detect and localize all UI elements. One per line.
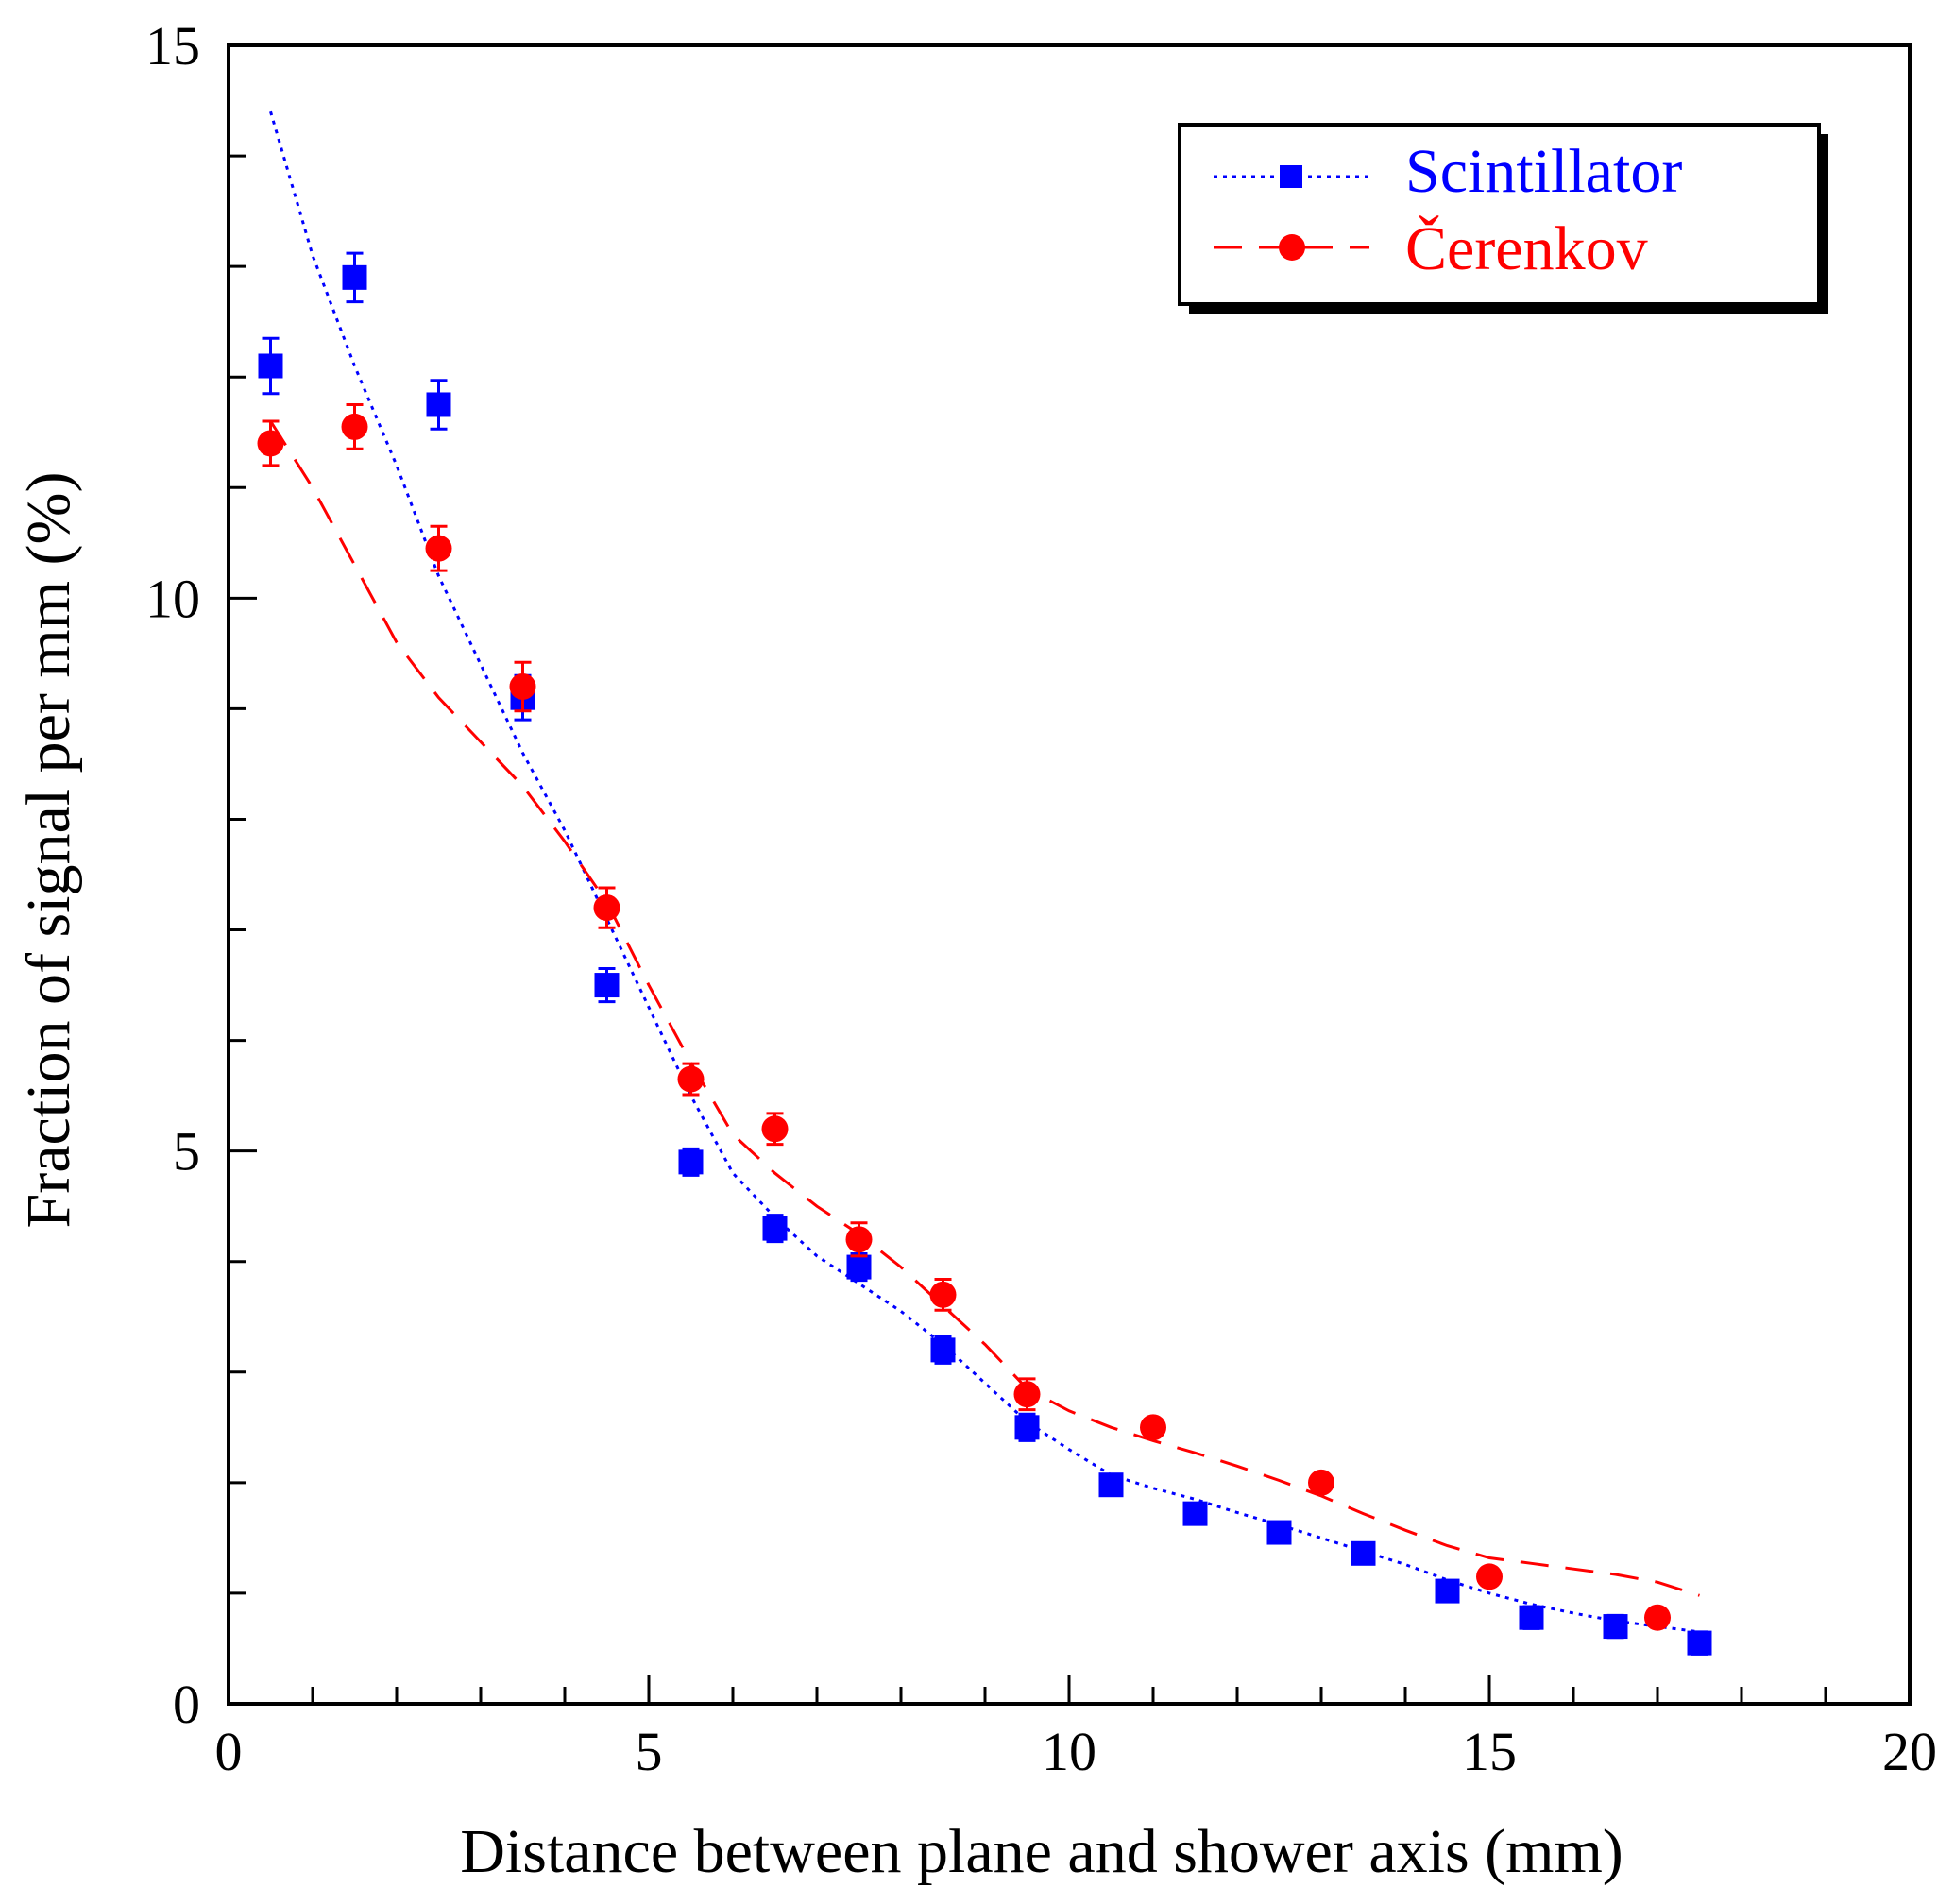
series-scintillator (258, 110, 1712, 1656)
scintillator-point (1603, 1614, 1628, 1640)
legend: Scintillator Čerenkov (1178, 123, 1828, 314)
scintillator-point (1098, 1472, 1124, 1498)
y-axis-title: Fraction of signal per mm (%) (14, 472, 83, 1229)
cerenkov-fit-line (269, 420, 1700, 1597)
legend-item-scintillator: Scintillator (1214, 137, 1682, 206)
legend-item-cerenkov: Čerenkov (1214, 214, 1648, 283)
cerenkov-point (1013, 1381, 1041, 1408)
scintillator-point (1266, 1520, 1292, 1545)
plot-area (257, 110, 1712, 1656)
scintillator-point (846, 1254, 872, 1280)
scintillator-point (1519, 1605, 1544, 1630)
cerenkov-point (341, 413, 368, 440)
cerenkov-point (425, 535, 452, 562)
legend-scintillator-label: Scintillator (1405, 137, 1682, 206)
scintillator-point (342, 264, 367, 290)
legend-box (1178, 123, 1821, 306)
cerenkov-point (929, 1281, 957, 1308)
cerenkov-point (1476, 1563, 1503, 1590)
scintillator-point (594, 973, 620, 998)
cerenkov-point (845, 1226, 873, 1253)
legend-scintillator-marker (1280, 165, 1302, 188)
x-tick-label: 5 (636, 1721, 663, 1782)
cerenkov-point (593, 894, 620, 922)
scintillator-point (1435, 1578, 1460, 1604)
x-tick-label: 20 (1882, 1721, 1937, 1782)
y-tick-label: 15 (145, 15, 200, 76)
scintillator-fit-line (269, 110, 1700, 1634)
cerenkov-point (1140, 1414, 1166, 1441)
scintillator-point (1014, 1415, 1040, 1440)
cerenkov-point (761, 1115, 789, 1143)
scintillator-point (1351, 1540, 1376, 1566)
cerenkov-point (509, 672, 536, 700)
scintillator-point (258, 353, 283, 379)
series-cerenkov (257, 402, 1700, 1631)
scintillator-point (762, 1216, 788, 1241)
cerenkov-point (1644, 1604, 1671, 1631)
cerenkov-point (257, 430, 284, 457)
x-axis-title: Distance between plane and shower axis (… (460, 1817, 1624, 1886)
x-tick-label: 15 (1462, 1721, 1517, 1782)
scintillator-point (930, 1337, 956, 1363)
y-tick-label: 10 (145, 568, 200, 629)
x-tick-label: 0 (215, 1721, 243, 1782)
legend-cerenkov-marker (1279, 234, 1305, 261)
cerenkov-point (677, 1065, 705, 1093)
cerenkov-point (1308, 1469, 1334, 1496)
axes-layer: 0 5 10 15 20 0 5 10 15 (145, 15, 1937, 1782)
scintillator-point (678, 1149, 704, 1175)
legend-cerenkov-label: Čerenkov (1405, 214, 1648, 283)
scintillator-point (1182, 1501, 1208, 1526)
scintillator-point (426, 392, 451, 417)
y-tick-label: 0 (173, 1674, 200, 1735)
y-tick-label: 5 (173, 1121, 200, 1182)
x-tick-label: 10 (1042, 1721, 1096, 1782)
scintillator-point (1687, 1630, 1712, 1656)
